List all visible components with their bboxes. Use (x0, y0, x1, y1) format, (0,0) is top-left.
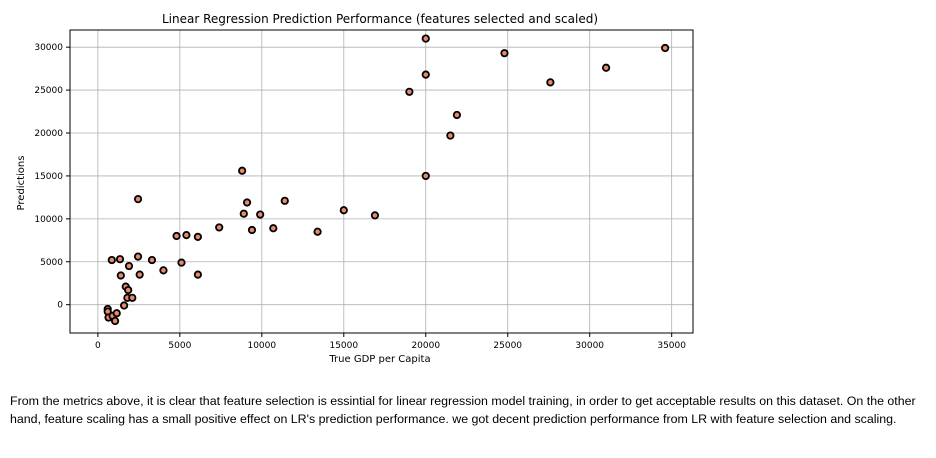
chart-title: Linear Regression Prediction Performance… (162, 12, 598, 26)
data-point (124, 285, 133, 295)
data-point (405, 87, 414, 96)
data-point (421, 70, 430, 79)
data-point (182, 231, 191, 240)
data-point (256, 210, 265, 219)
data-point (242, 198, 252, 207)
data-point (269, 224, 278, 233)
data-point (124, 261, 134, 271)
data-point (500, 49, 509, 58)
data-point (107, 255, 116, 265)
data-point (116, 271, 125, 280)
caption-paragraph: From the metrics above, it is clear that… (10, 394, 916, 426)
data-point (133, 194, 143, 204)
data-point (133, 252, 143, 261)
y-tick-label: 25000 (34, 86, 63, 96)
x-axis-label: True GDP per Capita (328, 354, 430, 365)
y-tick-label: 15000 (34, 172, 63, 182)
data-point (421, 171, 430, 181)
data-point (115, 255, 125, 264)
data-point (193, 232, 202, 241)
data-point (546, 78, 555, 87)
data-point (247, 225, 257, 235)
x-tick-label: 0 (95, 341, 101, 351)
data-point (452, 110, 462, 120)
grid-lines (70, 30, 693, 333)
y-tick-label: 5000 (40, 258, 63, 268)
data-point (112, 309, 121, 318)
data-point (120, 301, 129, 310)
data-point (159, 266, 168, 275)
y-tick-label: 20000 (34, 129, 63, 139)
x-tick-label: 5000 (168, 341, 191, 351)
y-axis-label: Predictions (16, 156, 27, 211)
plot-area-frame (69, 29, 694, 334)
x-tick-label: 20000 (411, 341, 440, 351)
data-point (147, 255, 157, 265)
x-tick-label: 15000 (329, 341, 358, 351)
data-point (239, 209, 248, 218)
x-tick-label: 30000 (575, 341, 604, 351)
data-point (339, 206, 348, 215)
y-tick-label: 0 (57, 301, 63, 311)
data-point (421, 34, 430, 43)
data-point (446, 131, 455, 140)
data-point (110, 316, 120, 326)
scatter-chart: Linear Regression Prediction Performance… (16, 12, 694, 365)
data-point (128, 293, 137, 302)
data-point (370, 211, 380, 220)
data-point (135, 270, 144, 279)
y-tick-label: 30000 (34, 43, 63, 53)
data-point (238, 166, 247, 175)
data-points (103, 34, 670, 326)
data-point (661, 43, 670, 53)
x-tick-label: 25000 (493, 341, 522, 351)
data-point (602, 63, 611, 72)
data-point (193, 270, 202, 279)
x-tick-label: 10000 (247, 341, 276, 351)
y-tick-label: 10000 (34, 215, 63, 225)
data-point (280, 196, 289, 205)
data-point (177, 258, 186, 267)
data-point (172, 231, 181, 241)
data-point (313, 227, 322, 236)
data-point (215, 223, 224, 232)
x-tick-label: 35000 (657, 341, 686, 351)
axis-ticks: 0 5000 10000 15000 20000 25000 30000 35000 0 5000… (34, 43, 686, 351)
